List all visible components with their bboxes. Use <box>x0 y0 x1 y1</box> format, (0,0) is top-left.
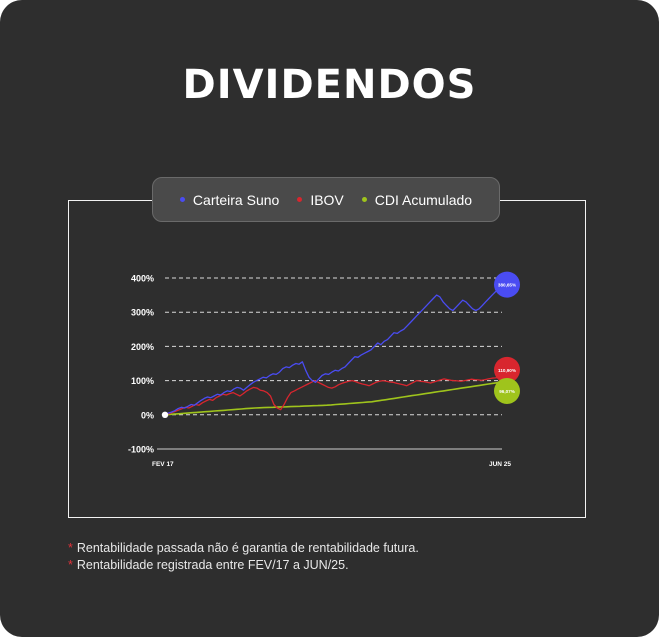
y-tick-label: 400% <box>131 274 154 284</box>
series-line-carteira-suno <box>164 284 503 416</box>
end-value-badge <box>494 356 520 383</box>
asterisk-icon: * <box>68 558 73 572</box>
disclaimer-notes: * Rentabilidade passada não é garantia d… <box>68 540 628 574</box>
end-value-label: 96,07% <box>499 389 515 394</box>
note-text: Rentabilidade registrada entre FEV/17 a … <box>76 558 349 572</box>
end-value-label: 110,90% <box>498 368 516 373</box>
series-layer <box>164 284 503 416</box>
legend-item-cdi-acumulado[interactable]: CDI Acumulado <box>361 191 473 208</box>
end-value-badge <box>494 377 520 404</box>
legend-item-ibov[interactable]: IBOV <box>297 191 344 208</box>
legend-item-carteira-suno[interactable]: Carteira Suno <box>179 191 280 208</box>
note-text: Rentabilidade passada não é garantia de … <box>76 541 419 555</box>
y-tick-label: 200% <box>131 342 154 352</box>
legend-label: Carteira Suno <box>192 191 280 208</box>
axis-layer: 400% 300% 200% 100% 0% -100% FEV 17 JUN 25 <box>128 274 511 469</box>
end-value-label: 380,65% <box>498 283 516 288</box>
y-tick-label: 100% <box>131 376 154 386</box>
y-tick-label: 300% <box>131 308 154 318</box>
page-title: DIVIDENDOS <box>182 62 477 108</box>
legend-dot-icon <box>179 197 185 202</box>
y-tick-label: -100% <box>128 445 154 455</box>
note-line: * Rentabilidade passada não é garantia d… <box>68 540 628 557</box>
start-point-marker <box>161 411 169 418</box>
legend-label: CDI Acumulado <box>374 191 473 208</box>
y-tick-label: 0% <box>141 410 154 420</box>
marker-layer: 380,65% 110,90% 96,07% <box>161 271 520 418</box>
series-line-cdi-acumulado <box>164 381 503 416</box>
x-tick-label-start: FEV 17 <box>152 461 174 468</box>
legend-dot-icon <box>297 197 303 202</box>
note-line: * Rentabilidade registrada entre FEV/17 … <box>68 557 628 574</box>
grid-layer <box>157 277 502 450</box>
end-value-badge <box>494 271 520 298</box>
chart-legend: Carteira Suno IBOV CDI Acumulado <box>152 177 500 222</box>
x-tick-label-end: JUN 25 <box>489 461 511 468</box>
asterisk-icon: * <box>68 541 73 555</box>
legend-dot-icon <box>361 197 367 202</box>
legend-label: IBOV <box>310 191 344 208</box>
